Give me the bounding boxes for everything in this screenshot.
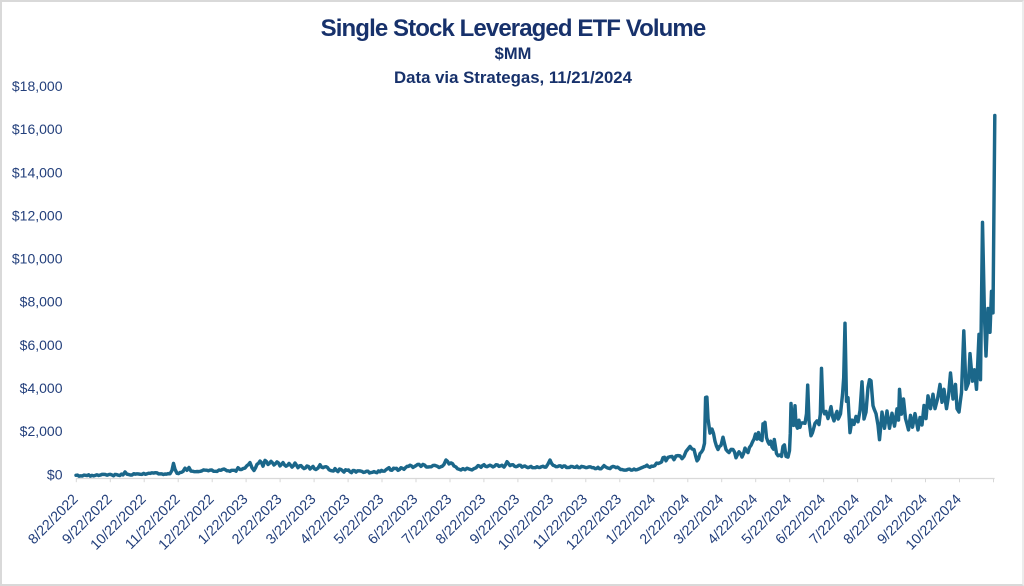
svg-text:$18,000: $18,000 <box>12 78 63 94</box>
svg-text:$8,000: $8,000 <box>20 294 63 310</box>
svg-text:$16,000: $16,000 <box>12 121 63 137</box>
svg-text:$6,000: $6,000 <box>20 337 63 353</box>
svg-text:$2,000: $2,000 <box>20 423 63 439</box>
svg-text:$10,000: $10,000 <box>12 251 63 267</box>
svg-text:$12,000: $12,000 <box>12 207 63 223</box>
svg-text:$4,000: $4,000 <box>20 380 63 396</box>
svg-text:$14,000: $14,000 <box>12 164 63 180</box>
svg-text:$0: $0 <box>47 466 63 482</box>
